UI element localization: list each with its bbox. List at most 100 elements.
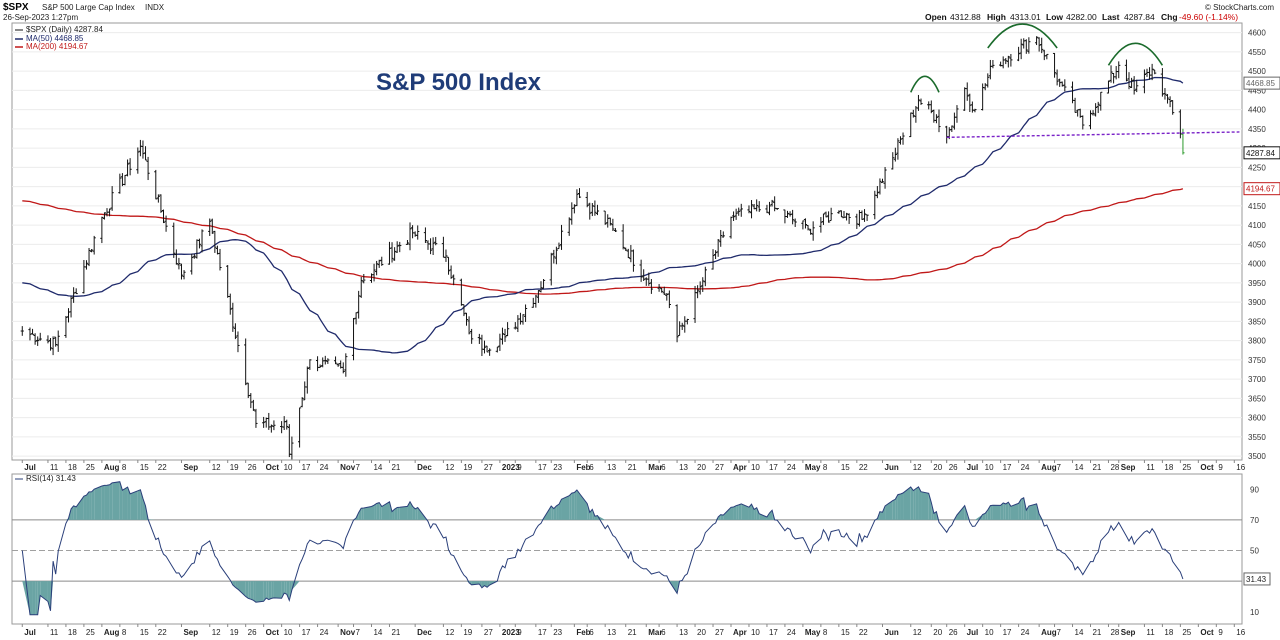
exchange: INDX	[145, 3, 165, 12]
rsi-oversold-fill	[232, 581, 236, 588]
rsi-line	[21, 481, 1184, 616]
rsi-overbought-fill	[137, 489, 141, 520]
rsi-x-tick-label: 10	[985, 628, 994, 637]
rsi-overbought-fill	[551, 506, 554, 520]
quote-chg-label: Chg	[1161, 12, 1178, 22]
rsi-x-tick-label: 12	[913, 628, 922, 637]
rsi-x-tick-label: 26	[949, 628, 958, 637]
rsi-x-tick-label: 8	[823, 628, 828, 637]
price-y-tick-label: 4150	[1248, 202, 1266, 211]
rsi-x-tick-label: 17	[1003, 628, 1012, 637]
price-x-tick-label: 16	[1236, 463, 1245, 472]
rsi-x-tick-label: 22	[859, 628, 868, 637]
rsi-overbought-fill	[1021, 497, 1024, 520]
rsi-overbought-fill	[358, 508, 362, 520]
price-x-tick-label: Jun	[885, 463, 899, 472]
rsi-x-tick-label: 6	[661, 628, 666, 637]
rsi-overbought-fill	[748, 504, 752, 520]
rsi-overbought-fill	[895, 494, 898, 520]
rsi-x-tick-label: Aug	[104, 628, 120, 637]
ma200-value-tag-box	[1243, 182, 1280, 196]
rsi-overbought-fill	[83, 495, 87, 520]
rsi-oversold-fill	[40, 581, 48, 602]
rsi-x-tick-label: 14	[1075, 628, 1084, 637]
price-y-tick-label: 3950	[1248, 279, 1266, 288]
rsi-overbought-fill	[91, 489, 95, 520]
rsi-overbought-fill	[415, 507, 418, 520]
rsi-overbought-fill	[107, 484, 110, 520]
price-x-tick-label: Aug	[104, 463, 120, 472]
rsi-overbought-fill	[910, 487, 914, 520]
rsi-x-tick-label: 9	[1218, 628, 1223, 637]
rsi-oversold-fill	[253, 581, 256, 603]
rsi-overbought-fill	[723, 507, 731, 520]
rsi-overbought-fill	[130, 490, 138, 520]
rsi-x-tick-label: Feb	[576, 628, 590, 637]
rsi-overbought-fill	[361, 508, 364, 520]
rsi-x-tick-label: 7	[356, 628, 361, 637]
rsi-overbought-fill	[756, 507, 760, 520]
rsi-overbought-fill	[990, 505, 993, 520]
price-y-tick-label: 3900	[1248, 298, 1266, 307]
chart-annotation: S&P 500 Index	[376, 69, 542, 96]
price-x-tick-label: Aug	[1041, 463, 1057, 472]
rsi-oversold-fill	[289, 581, 292, 601]
rsi-oversold-fill	[22, 581, 30, 615]
rsi-overbought-fill	[718, 514, 721, 520]
rsi-oversold-fill	[29, 581, 33, 615]
rsi-overbought-fill	[379, 502, 382, 520]
rsi-x-tick-label: 28	[1110, 628, 1119, 637]
price-x-tick-label: 26	[949, 463, 958, 472]
rsi-x-tick-label: Mar	[648, 628, 662, 637]
pattern-arc	[987, 23, 1058, 49]
quote-open-label: Open	[925, 12, 947, 22]
rsi-overbought-fill	[928, 493, 932, 520]
price-x-tick-label: 18	[68, 463, 77, 472]
price-x-tick-label: 26	[248, 463, 257, 472]
rsi-x-tick-label: 22	[158, 628, 167, 637]
rsi-overbought-fill	[974, 514, 983, 520]
rsi-overbought-fill	[89, 491, 92, 520]
rsi-x-tick-label: 21	[628, 628, 637, 637]
quote-last: 4287.84	[1124, 12, 1155, 22]
price-x-tick-label: 12	[212, 463, 221, 472]
rsi-y-tick-label: 70	[1250, 516, 1259, 525]
rsi-x-tick-label: 17	[302, 628, 311, 637]
price-y-tick-label: 3850	[1248, 317, 1266, 326]
rsi-panel	[11, 473, 1243, 625]
price-x-tick-label: 12	[445, 463, 454, 472]
rsi-overbought-fill	[94, 486, 102, 520]
rsi-x-tick-label: 19	[230, 628, 239, 637]
price-y-tick-label: 4350	[1248, 125, 1266, 134]
rsi-overbought-fill	[1003, 503, 1006, 520]
rsi-overbought-fill	[738, 503, 742, 520]
price-x-tick-label: Sep	[1121, 463, 1136, 472]
quote-chg: -49.60 (-1.14%)	[1179, 12, 1238, 22]
price-y-tick-label: 3800	[1248, 337, 1266, 346]
rsi-overbought-fill	[397, 507, 400, 520]
rsi-x-tick-label: 23	[553, 628, 562, 637]
rsi-overbought-fill	[109, 482, 113, 520]
last-price-tag-box	[1243, 146, 1280, 160]
rsi-x-tick-label: 21	[391, 628, 400, 637]
price-y-tick-label: 4500	[1248, 67, 1266, 76]
rsi-x-tick-label: Aug	[1041, 628, 1057, 637]
rsi-oversold-fill	[245, 581, 249, 599]
rsi-x-tick-label: 10	[751, 628, 760, 637]
rsi-overbought-fill	[101, 485, 105, 520]
rsi-x-tick-label: 19	[463, 628, 472, 637]
rsi-oversold-fill	[35, 581, 38, 615]
price-x-tick-label: Oct	[1200, 463, 1214, 472]
price-x-tick-label: 8	[823, 463, 828, 472]
rsi-overbought-fill	[381, 501, 390, 520]
rsi-overbought-fill	[900, 492, 904, 520]
ma50-value-tag-box	[1243, 76, 1280, 90]
rsi-overbought-fill	[933, 511, 937, 520]
price-y-tick-label: 3500	[1248, 452, 1266, 461]
rsi-x-tick-label: May	[805, 628, 821, 637]
rsi-overbought-fill	[879, 511, 883, 520]
rsi-x-tick-label: 7	[1057, 628, 1062, 637]
rsi-overbought-fill	[73, 505, 77, 520]
rsi-oversold-fill	[32, 581, 36, 615]
rsi-overbought-fill	[882, 505, 886, 520]
